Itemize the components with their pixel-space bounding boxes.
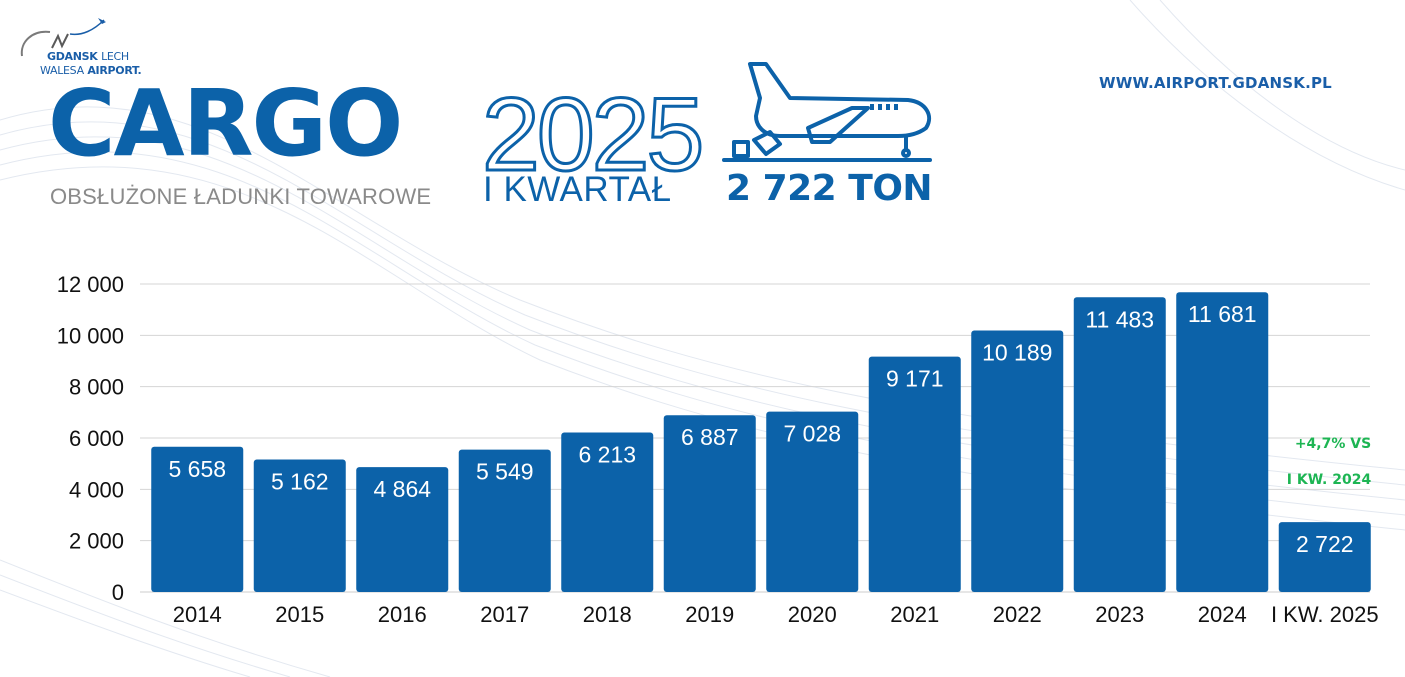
- page-subtitle: OBSŁUŻONE ŁADUNKI TOWAROWE: [50, 184, 432, 209]
- bar-value-label: 10 189: [982, 339, 1052, 365]
- bar: [151, 446, 244, 592]
- logo-text-line1: GDANSK LECH: [47, 50, 129, 63]
- bar-value-label: 4 864: [373, 476, 431, 502]
- tons-total: 2 722 TON: [726, 168, 933, 209]
- bar-value-label: 11 681: [1188, 301, 1257, 327]
- x-category-label: 2021: [890, 602, 939, 627]
- cargo-plane-icon: [722, 62, 932, 162]
- bar: [1073, 297, 1166, 592]
- bar: [458, 449, 551, 592]
- bar-value-label: 6 213: [578, 442, 636, 468]
- growth-annotation-line2: I KW. 2024: [1286, 472, 1372, 488]
- bar: [253, 459, 346, 592]
- year-outline-text: 2025: [481, 84, 706, 180]
- y-tick-label: 10 000: [57, 323, 124, 348]
- y-tick-label: 6 000: [69, 426, 124, 451]
- x-category-label: 2018: [583, 602, 632, 627]
- y-tick-label: 4 000: [69, 477, 124, 502]
- page-title: CARGO: [48, 70, 403, 177]
- x-category-label: 2014: [173, 602, 222, 627]
- growth-annotation-line1: +4,7% VS: [1294, 436, 1372, 452]
- bar: [971, 330, 1064, 592]
- bar-value-label: 2 722: [1296, 531, 1354, 557]
- bar: [1176, 292, 1269, 592]
- bar-value-label: 5 162: [271, 469, 329, 495]
- x-category-label: 2022: [993, 602, 1042, 627]
- bar-value-label: 5 658: [168, 456, 226, 482]
- bar-value-label: 5 549: [476, 459, 534, 485]
- x-category-label: 2024: [1198, 602, 1247, 627]
- y-tick-label: 12 000: [57, 272, 124, 297]
- bar: [356, 467, 449, 592]
- bar-value-label: 7 028: [783, 421, 841, 447]
- quarter-label: I KWARTAŁ: [483, 170, 672, 209]
- x-category-label: 2016: [378, 602, 427, 627]
- bar-value-label: 11 483: [1085, 306, 1154, 332]
- airport-logo-mark: [20, 18, 106, 57]
- bar: [561, 432, 654, 592]
- y-tick-label: 2 000: [69, 529, 124, 554]
- bar-value-label: 9 171: [886, 366, 944, 392]
- y-tick-label: 0: [112, 580, 124, 605]
- bar: [1278, 522, 1371, 592]
- logo-text-line2: WALESA AIRPORT.: [40, 64, 142, 77]
- y-tick-label: 8 000: [69, 375, 124, 400]
- svg-text:2025: 2025: [482, 84, 701, 180]
- x-category-label: I KW. 2025: [1271, 602, 1379, 627]
- x-category-label: 2015: [275, 602, 324, 627]
- website-link[interactable]: WWW.AIRPORT.GDANSK.PL: [1099, 74, 1332, 92]
- bar: [868, 356, 961, 592]
- x-category-label: 2019: [685, 602, 734, 627]
- bar: [663, 415, 756, 592]
- bar: [766, 411, 859, 592]
- x-category-label: 2017: [480, 602, 529, 627]
- bar-value-label: 6 887: [681, 424, 739, 450]
- x-category-label: 2023: [1095, 602, 1144, 627]
- x-category-label: 2020: [788, 602, 837, 627]
